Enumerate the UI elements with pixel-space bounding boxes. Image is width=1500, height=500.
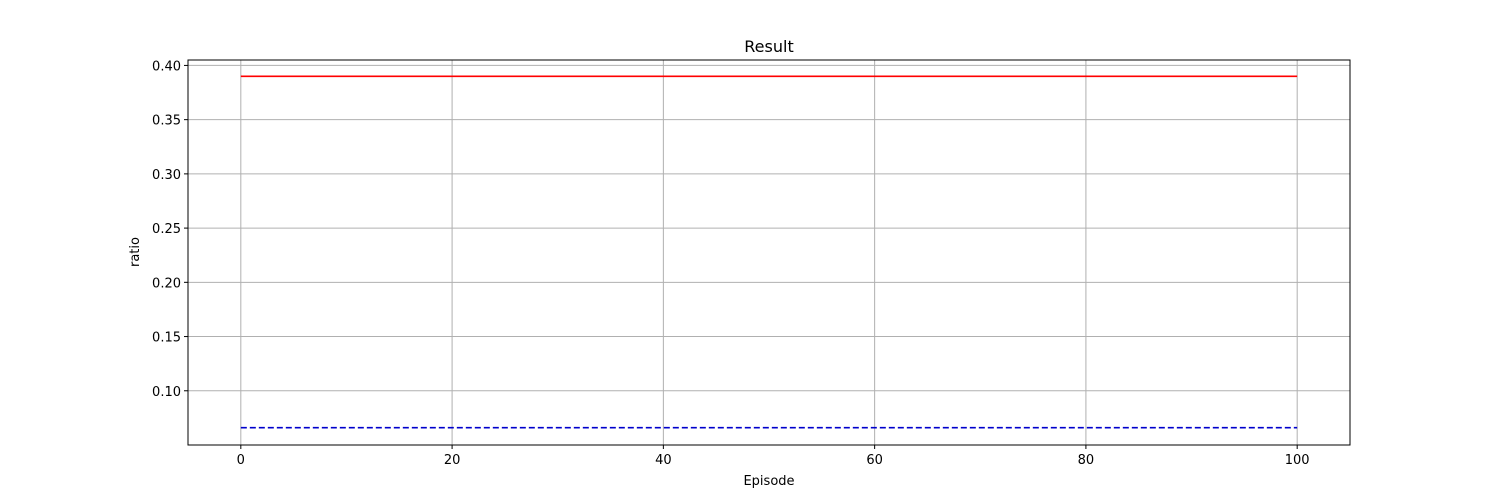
y-tick-label: 0.40 (152, 59, 181, 74)
y-tick-label: 0.30 (152, 168, 181, 183)
x-tick-label: 80 (1078, 453, 1095, 468)
x-tick-label: 100 (1285, 453, 1310, 468)
y-tick-label: 0.25 (152, 222, 181, 237)
x-tick-label: 20 (444, 453, 461, 468)
y-tick-label: 0.10 (152, 385, 181, 400)
grid (188, 60, 1350, 445)
series-layer (240, 75, 1298, 429)
chart-title: Result (744, 37, 793, 56)
x-axis-label: Episode (743, 474, 794, 489)
x-tick-label: 0 (237, 453, 245, 468)
y-axis-ticks: 0.10 0.15 0.20 0.25 0.30 0.35 0.40 (152, 59, 188, 400)
y-tick-label: 0.20 (152, 276, 181, 291)
x-axis-ticks: 0 20 40 60 80 100 (237, 445, 1310, 468)
x-tick-label: 40 (655, 453, 672, 468)
plot-area-frame (187, 59, 1351, 446)
y-tick-label: 0.15 (152, 331, 181, 346)
y-axis-label: ratio (128, 237, 143, 267)
x-tick-label: 60 (866, 453, 883, 468)
y-tick-label: 0.35 (152, 114, 181, 129)
